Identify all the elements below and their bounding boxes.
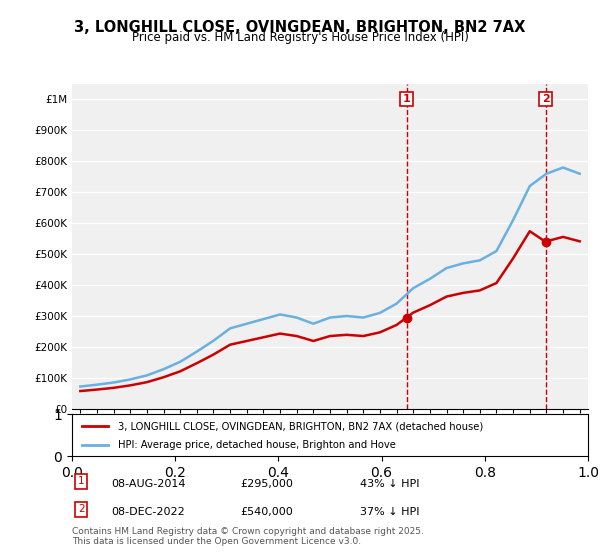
Text: £540,000: £540,000 (240, 507, 293, 517)
Text: 08-AUG-2014: 08-AUG-2014 (111, 479, 185, 489)
Text: 3, LONGHILL CLOSE, OVINGDEAN, BRIGHTON, BN2 7AX: 3, LONGHILL CLOSE, OVINGDEAN, BRIGHTON, … (74, 20, 526, 35)
Text: 37% ↓ HPI: 37% ↓ HPI (360, 507, 419, 517)
Text: 3, LONGHILL CLOSE, OVINGDEAN, BRIGHTON, BN2 7AX (detached house): 3, LONGHILL CLOSE, OVINGDEAN, BRIGHTON, … (118, 421, 484, 431)
Text: Contains HM Land Registry data © Crown copyright and database right 2025.
This d: Contains HM Land Registry data © Crown c… (72, 526, 424, 546)
Text: Price paid vs. HM Land Registry's House Price Index (HPI): Price paid vs. HM Land Registry's House … (131, 31, 469, 44)
Text: HPI: Average price, detached house, Brighton and Hove: HPI: Average price, detached house, Brig… (118, 440, 397, 450)
Text: £295,000: £295,000 (240, 479, 293, 489)
Text: 1: 1 (403, 94, 410, 104)
Text: 08-DEC-2022: 08-DEC-2022 (111, 507, 185, 517)
Text: 43% ↓ HPI: 43% ↓ HPI (360, 479, 419, 489)
Text: 2: 2 (78, 505, 85, 515)
Text: 2: 2 (542, 94, 550, 104)
Text: 1: 1 (78, 477, 85, 487)
